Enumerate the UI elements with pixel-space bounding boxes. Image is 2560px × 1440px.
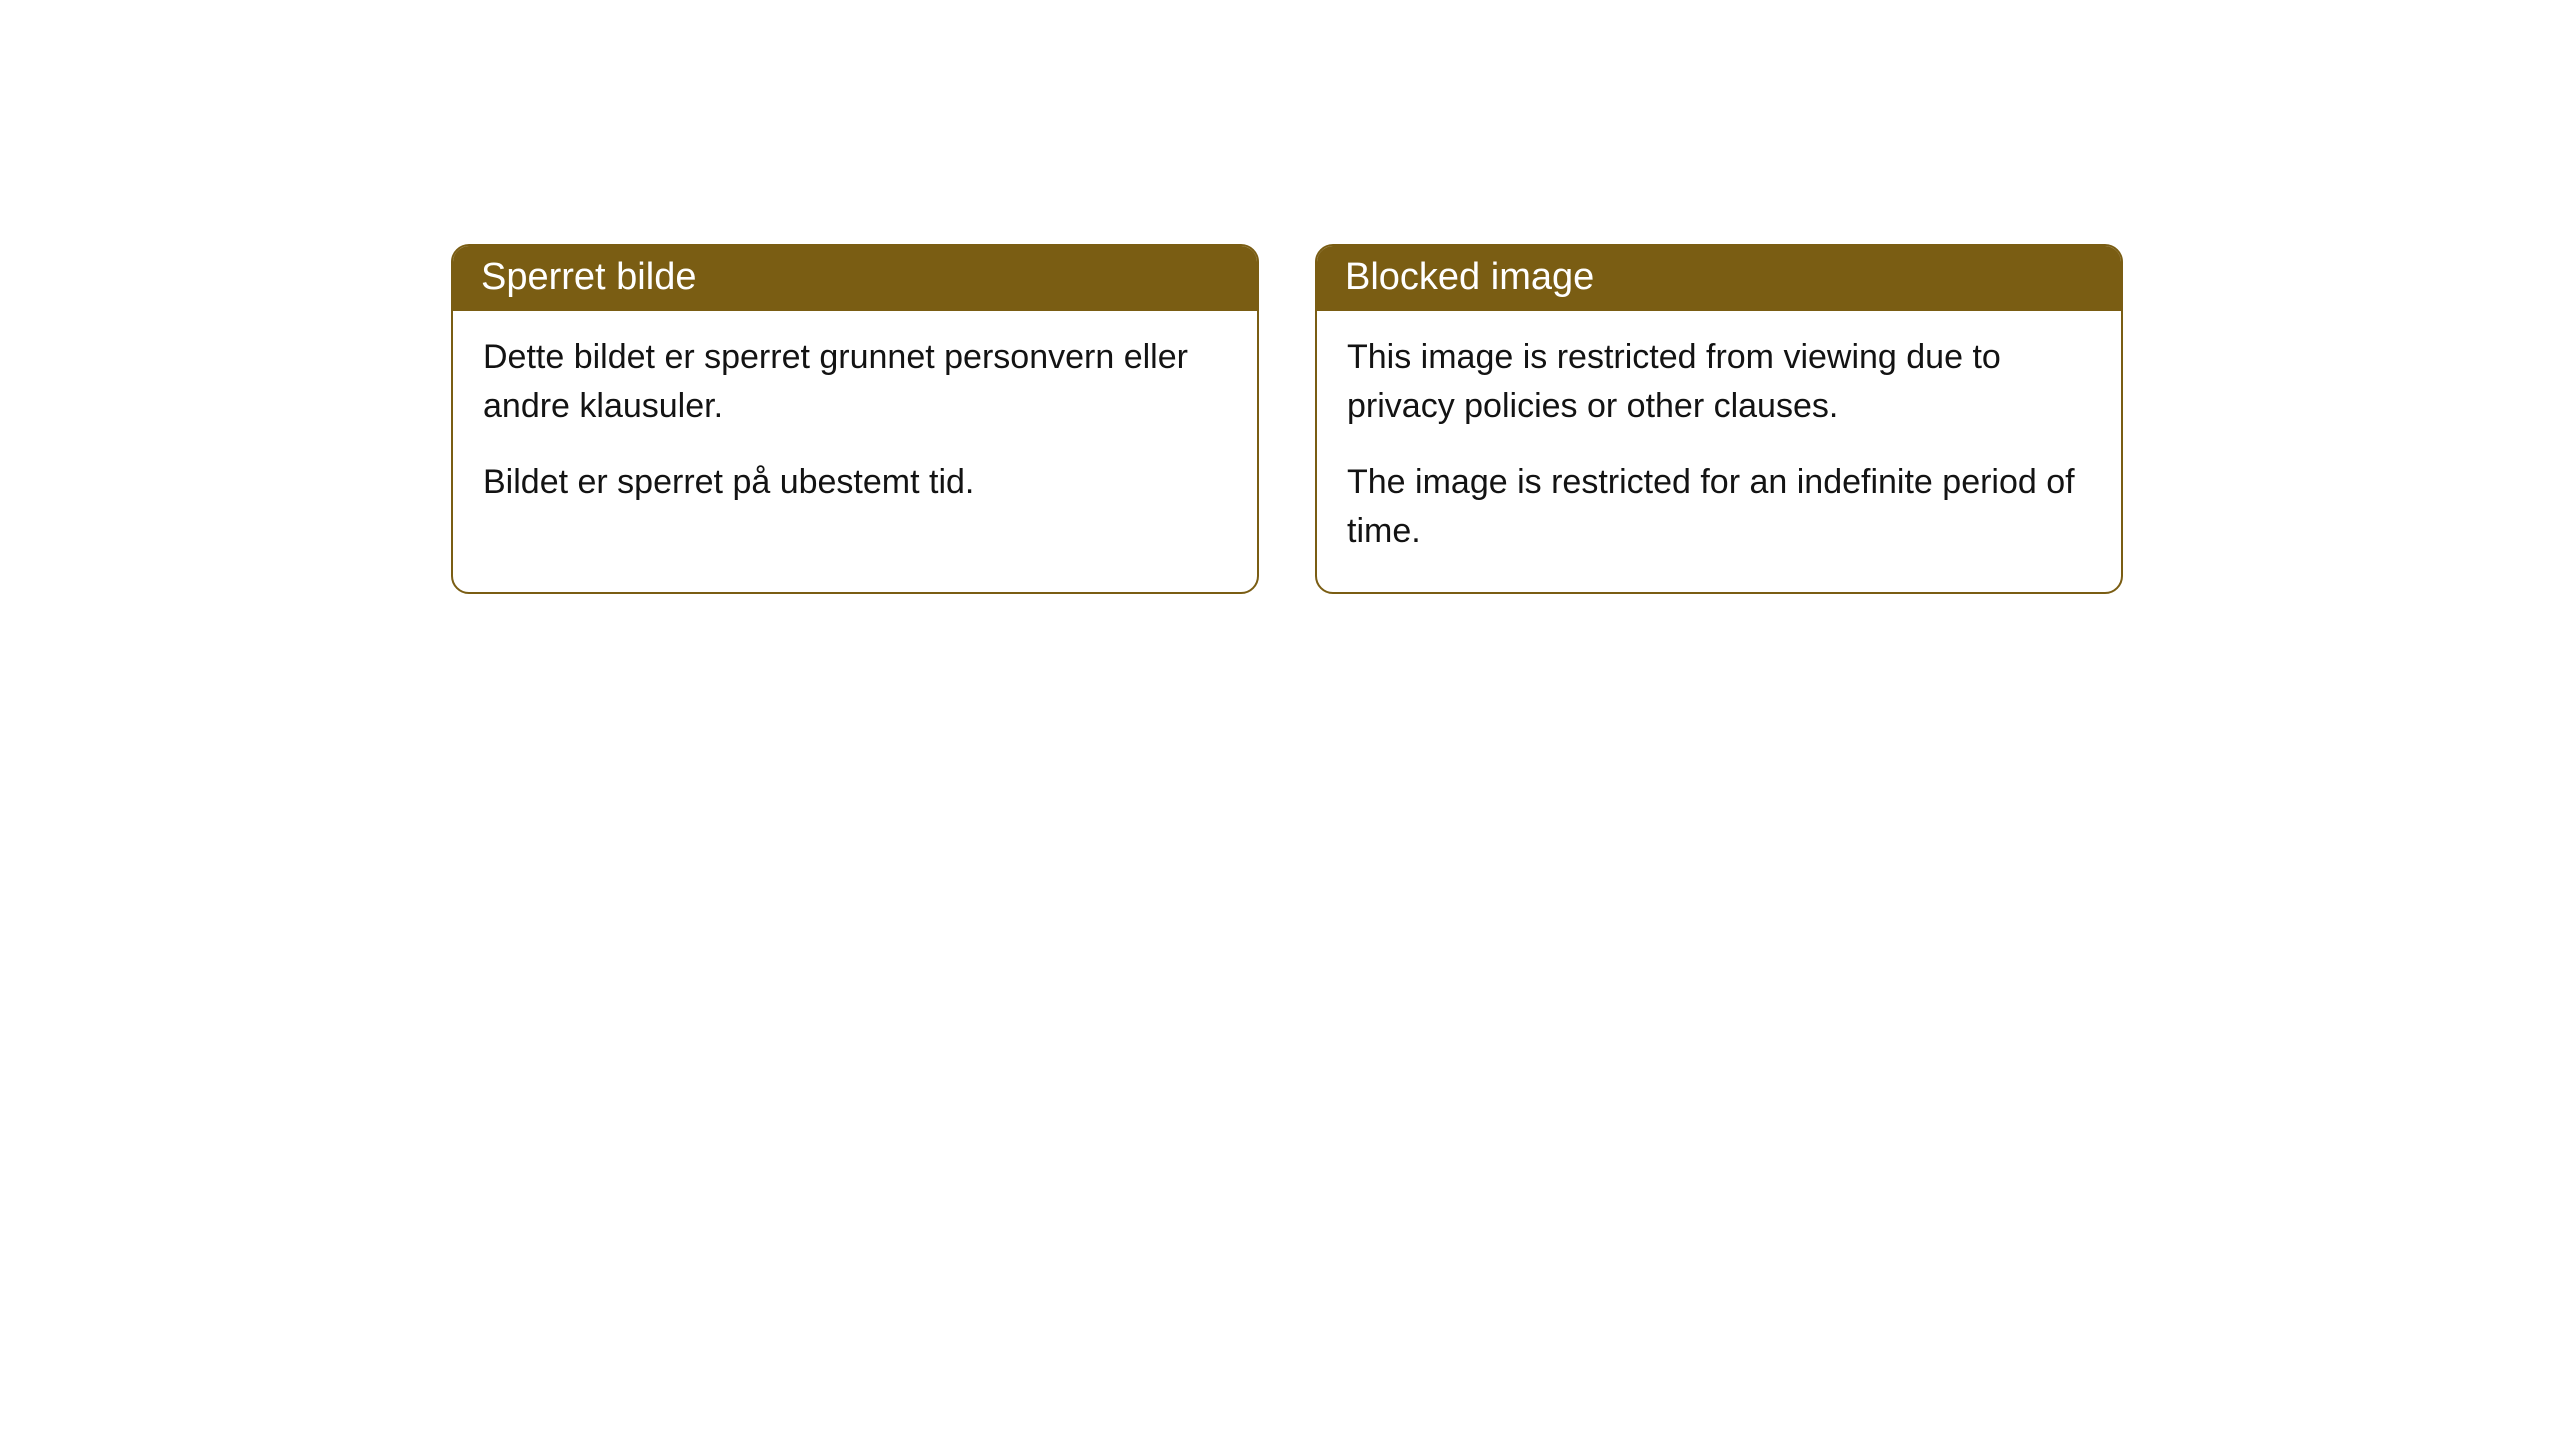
notice-card-norwegian: Sperret bilde Dette bildet er sperret gr… (451, 244, 1259, 594)
notice-card-title: Sperret bilde (481, 256, 696, 298)
notice-card-header: Blocked image (1317, 246, 2121, 311)
notice-paragraph: The image is restricted for an indefinit… (1347, 458, 2091, 557)
notice-paragraph: This image is restricted from viewing du… (1347, 333, 2091, 432)
notice-card-header: Sperret bilde (453, 246, 1257, 311)
notice-card-body: Dette bildet er sperret grunnet personve… (453, 311, 1257, 543)
notice-card-english: Blocked image This image is restricted f… (1315, 244, 2123, 594)
notice-card-body: This image is restricted from viewing du… (1317, 311, 2121, 592)
notice-cards-container: Sperret bilde Dette bildet er sperret gr… (0, 0, 2560, 594)
notice-paragraph: Bildet er sperret på ubestemt tid. (483, 458, 1227, 507)
notice-card-title: Blocked image (1345, 256, 1594, 298)
notice-paragraph: Dette bildet er sperret grunnet personve… (483, 333, 1227, 432)
